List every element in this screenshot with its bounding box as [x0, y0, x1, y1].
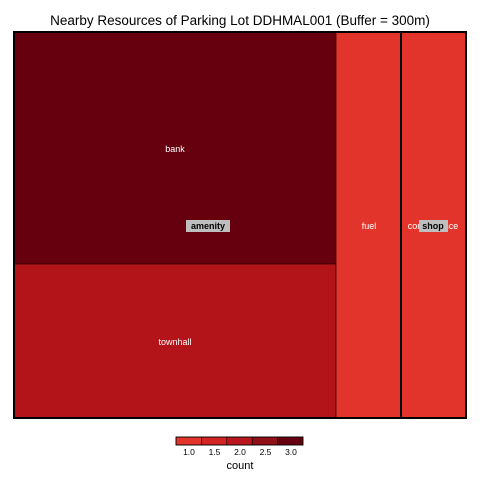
leaf-label-townhall: townhall: [158, 337, 191, 347]
legend-tick-label: 3.0: [285, 447, 297, 457]
tile-bank: [13, 31, 337, 265]
legend-tick-label: 2.5: [260, 447, 272, 457]
legend-title: count: [227, 460, 254, 472]
legend-tick-labels: 1.0 1.5 2.0 2.5 3.0: [183, 447, 297, 457]
group-border-shop: [400, 31, 467, 419]
legend-swatch: [226, 436, 253, 446]
group-label-bg-amenity: [186, 220, 230, 232]
legend-swatch: [251, 436, 278, 446]
legend-tick-label: 1.5: [209, 447, 221, 457]
group-borders: [13, 31, 467, 419]
leaf-label-fuel: fuel: [362, 221, 377, 231]
legend-tick-label: 2.0: [234, 447, 246, 457]
leaf-label-bank: bank: [165, 144, 185, 154]
treemap-tiles: [13, 31, 467, 419]
tile-townhall: [13, 263, 337, 419]
legend-tick-label: 1.0: [183, 447, 195, 457]
chart-title: Nearby Resources of Parking Lot DDHMAL00…: [50, 13, 430, 28]
legend-swatches: [175, 436, 304, 446]
legend-swatch: [277, 436, 304, 446]
group-labels: amenity shop: [186, 220, 448, 232]
group-label-shop: shop: [422, 221, 444, 231]
legend-swatch: [201, 436, 228, 446]
legend-frame: [175, 436, 304, 446]
legend-swatch: [175, 436, 202, 446]
color-legend: 1.0 1.5 2.0 2.5 3.0 count: [175, 436, 304, 472]
group-label-amenity: amenity: [191, 221, 225, 231]
group-label-bg-shop: [419, 220, 448, 232]
